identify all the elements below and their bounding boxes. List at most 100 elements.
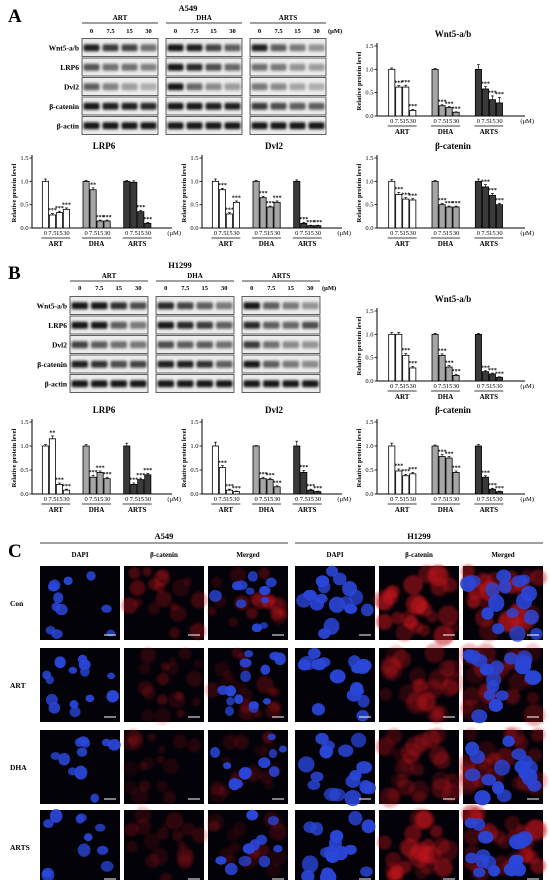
significance-label: *** [488,483,497,489]
y-tick-label: 0.0 [20,491,28,498]
y-tick-label: 1.0 [365,66,373,73]
blot-band [110,341,127,349]
catenin-signal [437,839,459,862]
group-label-dha: DHA [438,240,454,248]
y-tick-label: 0.0 [365,378,373,385]
significance-label: *** [259,472,268,478]
dose-tick-label: 30 [496,496,503,503]
catenin-signal [422,845,441,865]
dose-tick-label: 30 [233,230,240,237]
significance-label: *** [306,220,315,226]
catenin-signal [176,709,185,718]
bar-art-30 [409,110,417,117]
significance-label: *** [481,81,490,87]
nucleus [360,603,374,617]
y-axis-label: Relative protein level [356,428,363,487]
blot-band [71,321,88,329]
blot-band [186,122,203,130]
nucleus [217,685,230,696]
dose-tick-label: 30 [145,496,152,503]
nucleus [224,706,234,716]
nucleus [317,657,331,668]
y-tick-label: 1.5 [365,308,373,315]
catenin-signal [438,660,456,677]
y-tick-label: 0.0 [365,491,373,498]
significance-label: *** [452,369,461,375]
nucleus [45,626,56,635]
nucleus [498,580,512,594]
catenin-signal [229,566,247,584]
catenin-signal [418,692,437,711]
catenin-signal [526,691,540,704]
panel-b-letter: B [8,263,21,284]
nucleus [308,648,321,659]
y-tick-label: 1.5 [20,155,28,162]
blot-strip [81,38,159,57]
blot-band [243,302,260,310]
if-treatment-dha: DHA [10,763,27,772]
significance-label: *** [408,193,417,199]
blot-band [216,360,233,368]
significance-label: *** [394,464,403,470]
blot-band [289,122,306,130]
catenin-signal [135,818,152,835]
significance-label: *** [232,486,241,492]
blot-strip [81,96,159,116]
blot-band [263,380,280,388]
bar-arts-0 [123,180,131,229]
blot-strip [69,296,149,315]
nucleus [504,652,519,665]
bar-arts-15 [137,479,145,495]
bar-dha-30 [452,374,460,382]
blot-dose-label: 7.5 [181,285,190,292]
nucleus [332,572,347,586]
bar-art-30 [409,367,417,382]
nucleus [77,843,91,857]
if-image [460,564,547,642]
dose-tick-label: 15 [308,496,315,503]
blot-row-label: β-actin [57,121,80,130]
blot-band [205,122,222,130]
blot-band [308,83,325,91]
blot-band [224,122,241,130]
chart-title: β-catenin [435,405,471,415]
catenin-signal [530,569,547,586]
significance-label: *** [96,215,105,221]
blot-band [186,63,203,71]
if-image [208,730,288,804]
y-tick-label: 1.0 [365,178,373,185]
bar-arts-30 [314,491,322,495]
bar-arts-7.5 [130,483,138,495]
catenin-signal [387,788,400,802]
bar-dha-7.5 [89,189,97,229]
significance-label: *** [401,469,410,475]
bar-arts-30 [495,204,503,229]
blot-band [110,360,127,368]
if-image [122,728,204,805]
blot-strip [249,77,327,96]
nucleus [74,765,88,780]
nucleus [473,867,486,878]
catenin-signal [169,605,187,622]
bar-arts-30 [144,222,152,229]
nucleus [485,582,500,598]
bar-arts-0 [474,333,482,382]
catenin-signal [265,702,282,719]
catenin-signal [161,662,171,672]
dose-tick-label: 30 [104,230,111,237]
dose-tick-label: 15 [308,230,315,237]
nucleus [238,767,252,780]
blot-row-label: Dvl2 [52,340,67,349]
dose-tick-label: 0 [44,496,47,503]
if-image [295,565,375,640]
dose-tick-label: 0 [433,383,436,390]
y-axis-label: Relative protein level [11,428,18,487]
catenin-signal [393,748,407,762]
y-tick-label: 1.5 [365,155,373,162]
blot-dose-label: 0 [258,28,261,35]
blot-band [121,122,138,130]
significance-label: ** [90,183,96,189]
significance-label: *** [401,80,410,86]
